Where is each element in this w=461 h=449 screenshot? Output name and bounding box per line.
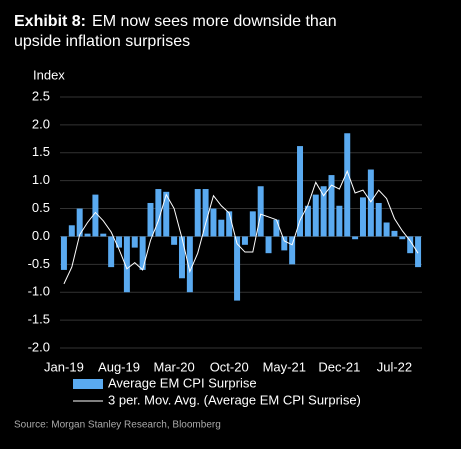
y-tick-label: 0.0 bbox=[32, 228, 50, 243]
legend-label: 3 per. Mov. Avg. (Average EM CPI Surpris… bbox=[108, 392, 361, 407]
chart-title: EM now sees more downside than upside in… bbox=[14, 13, 337, 50]
y-tick-label: -2.0 bbox=[28, 339, 50, 354]
bar bbox=[226, 211, 233, 237]
bar bbox=[147, 202, 154, 237]
bar bbox=[304, 205, 311, 237]
bar bbox=[68, 225, 75, 237]
bar bbox=[383, 222, 390, 237]
bar bbox=[352, 236, 359, 240]
bar bbox=[249, 211, 256, 237]
y-tick-label: 0.5 bbox=[32, 200, 50, 215]
bar bbox=[399, 236, 406, 240]
x-tick-label: Jan-19 bbox=[44, 359, 84, 374]
bar bbox=[281, 236, 288, 251]
bar bbox=[155, 189, 162, 237]
bar bbox=[289, 236, 296, 265]
bar bbox=[257, 186, 264, 237]
x-tick-label: Aug-19 bbox=[98, 359, 140, 374]
bar bbox=[407, 236, 414, 254]
bar bbox=[234, 236, 241, 301]
bar bbox=[320, 186, 327, 237]
y-tick-label: 1.0 bbox=[32, 172, 50, 187]
bar bbox=[297, 146, 304, 237]
bar bbox=[241, 236, 248, 245]
moving-average-line bbox=[63, 169, 419, 285]
y-tick-label: -1.5 bbox=[28, 312, 50, 327]
x-tick-label: Jul-22 bbox=[377, 359, 412, 374]
y-axis-label: Index bbox=[33, 67, 65, 82]
bar bbox=[375, 202, 382, 237]
bar bbox=[123, 236, 130, 293]
y-tick-label: -0.5 bbox=[28, 256, 50, 271]
bar bbox=[139, 236, 146, 270]
bar bbox=[312, 194, 319, 237]
title-block: Exhibit 8: EM now sees more downside than… bbox=[14, 12, 374, 52]
bar bbox=[218, 219, 225, 237]
legend-label: Average EM CPI Surprise bbox=[108, 375, 257, 390]
bar bbox=[328, 175, 335, 237]
bar bbox=[344, 133, 351, 237]
bar bbox=[415, 236, 422, 268]
bar bbox=[265, 236, 272, 254]
bar bbox=[171, 236, 178, 245]
bar bbox=[186, 236, 193, 293]
bar bbox=[76, 208, 83, 237]
bar bbox=[202, 189, 209, 237]
bar bbox=[100, 233, 107, 237]
bar bbox=[194, 189, 201, 237]
y-tick-label: 2.0 bbox=[32, 116, 50, 131]
bar bbox=[163, 191, 170, 237]
legend-swatch bbox=[73, 379, 103, 389]
bar bbox=[210, 208, 217, 237]
bar bbox=[367, 169, 374, 237]
bar bbox=[391, 230, 398, 237]
bar bbox=[336, 205, 343, 237]
bar bbox=[108, 236, 115, 268]
x-tick-label: May-21 bbox=[263, 359, 306, 374]
bar bbox=[60, 236, 67, 270]
exhibit: Exhibit 8: bbox=[14, 13, 87, 30]
bar bbox=[178, 236, 185, 279]
bar bbox=[359, 197, 366, 237]
y-tick-label: 1.5 bbox=[32, 144, 50, 159]
x-tick-label: Oct-20 bbox=[210, 359, 249, 374]
source: Source: Morgan Stanley Research, Bloombe… bbox=[14, 420, 221, 431]
bar bbox=[131, 236, 138, 248]
y-tick-label: 2.5 bbox=[32, 88, 50, 103]
bar bbox=[116, 236, 123, 248]
bar bbox=[92, 194, 99, 237]
bar bbox=[273, 219, 280, 237]
x-tick-label: Mar-20 bbox=[154, 359, 195, 374]
bar bbox=[84, 233, 91, 237]
y-tick-label: -1.0 bbox=[28, 284, 50, 299]
x-tick-label: Dec-21 bbox=[318, 359, 360, 374]
